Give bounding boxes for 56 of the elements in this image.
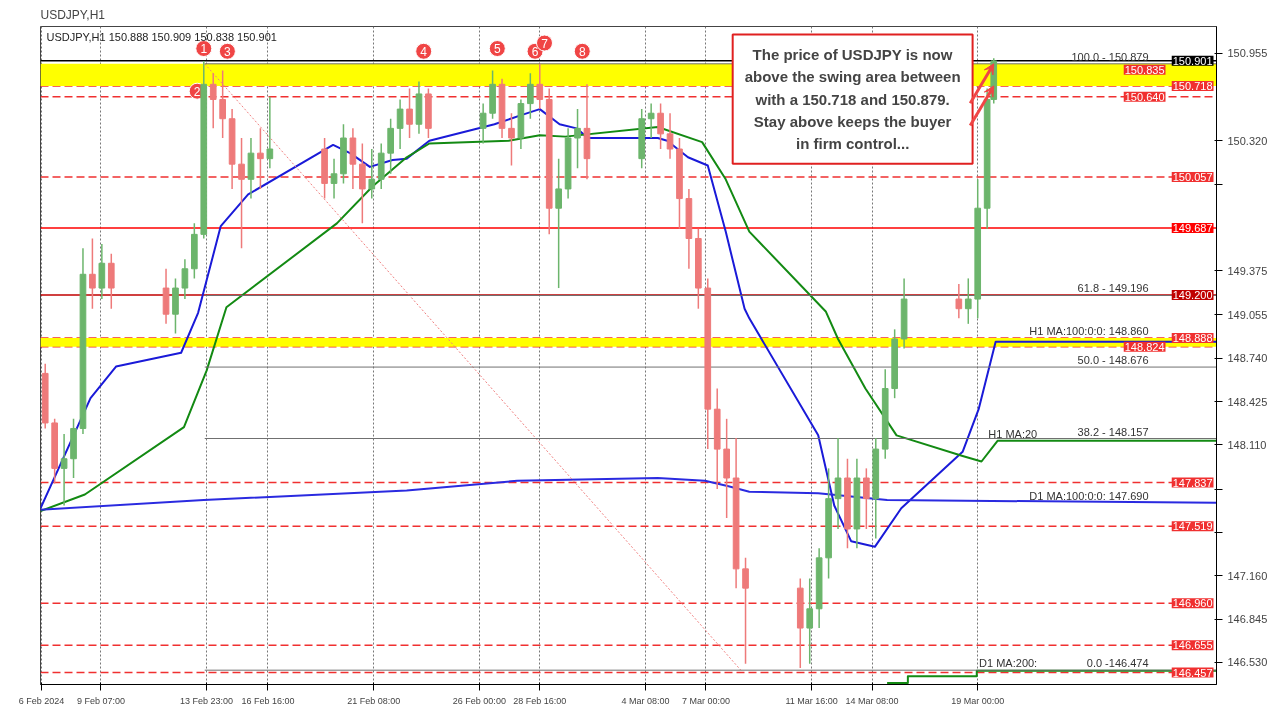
x-tick-label: 19 Mar 00:00: [951, 695, 1005, 706]
annotation: 3: [224, 44, 232, 59]
y-tick-label: 150.320: [1227, 134, 1268, 147]
x-tick-label: 28 Feb 16:00: [513, 695, 567, 706]
y-tick-label: 147.160: [1227, 569, 1268, 582]
ref-line-label: 150.835: [1124, 63, 1165, 76]
x-tick-label: 4 Mar 08:00: [621, 695, 670, 706]
ref-line-label: 150.640: [1124, 90, 1165, 103]
x-tick-label: 9 Feb 07:00: [76, 695, 125, 706]
x-tick-label: 11 Mar 16:00: [785, 695, 838, 706]
ref-line-label: 146.655: [1172, 639, 1213, 652]
annotation: 38.2 - 148.157: [1077, 425, 1149, 438]
ref-line-label: 147.519: [1172, 520, 1213, 533]
annotation: 7: [541, 36, 549, 51]
y-tick-label: 148.110: [1227, 438, 1267, 451]
chart-title: USDJPY,H1: [40, 7, 106, 22]
y-tick-label: 146.845: [1227, 613, 1268, 626]
annotation: 2: [193, 84, 201, 99]
ref-line-label: 150.057: [1172, 170, 1213, 183]
annotation: 1: [200, 42, 208, 57]
ref-line-label: 148.824: [1124, 340, 1165, 353]
y-tick-label: 146.530: [1227, 656, 1268, 669]
annotation: 50.0 - 148.676: [1077, 354, 1149, 367]
x-tick-label: 21 Feb 08:00: [347, 695, 401, 706]
y-tick-label: 149.055: [1227, 308, 1268, 321]
y-tick-label: 149.375: [1227, 264, 1268, 277]
annotation: 8: [578, 44, 586, 59]
annotation: H1 MA:20: [988, 427, 1038, 440]
y-tick-label: 148.425: [1227, 395, 1268, 408]
annotation: The price of USDJPY is now above the swing area between with a 150.718 and 150.879. Stay above keeps the buyer in firm control...: [744, 46, 961, 152]
ref-line-label: 148.888: [1172, 331, 1213, 344]
annotation: 5: [493, 42, 501, 57]
ref-line-label: 150.901: [1172, 54, 1213, 67]
x-tick-label: 26 Feb 00:00: [452, 695, 506, 706]
ref-line-label: 150.718: [1172, 79, 1213, 92]
annotation: 6: [531, 44, 539, 59]
ref-line-label: 147.837: [1172, 476, 1213, 489]
ref-line-label: 149.200: [1172, 288, 1213, 301]
annotation: 4: [420, 44, 428, 59]
annotation: 100.0 - 150.879: [1071, 50, 1149, 63]
annotation: 61.8 - 149.196: [1077, 282, 1149, 295]
x-tick-label: 14 Mar 08:00: [845, 695, 899, 706]
ref-line-label: 146.457: [1172, 666, 1213, 679]
annotation: D1 MA:200:: [979, 657, 1038, 670]
x-tick-label: 6 Feb 2024: [18, 695, 65, 706]
annotation: D1 MA:100:0:0: 147.690: [1029, 489, 1149, 502]
y-tick-label: 150.955: [1227, 47, 1268, 60]
x-tick-label: 13 Feb 23:00: [180, 695, 234, 706]
x-tick-label: 16 Feb 16:00: [241, 695, 295, 706]
x-tick-label: 7 Mar 00:00: [681, 695, 730, 706]
y-tick-label: 148.740: [1227, 352, 1268, 365]
annotation: 0.0 -146.474: [1086, 657, 1149, 670]
chart-subtitle: USDJPY,H1 150.888 150.909 150.838 150.901: [46, 30, 277, 43]
ref-line-label: 146.960: [1172, 597, 1213, 610]
annotation: H1 MA:100:0:0: 148.860: [1029, 324, 1149, 337]
ref-line-label: 149.687: [1172, 221, 1213, 234]
